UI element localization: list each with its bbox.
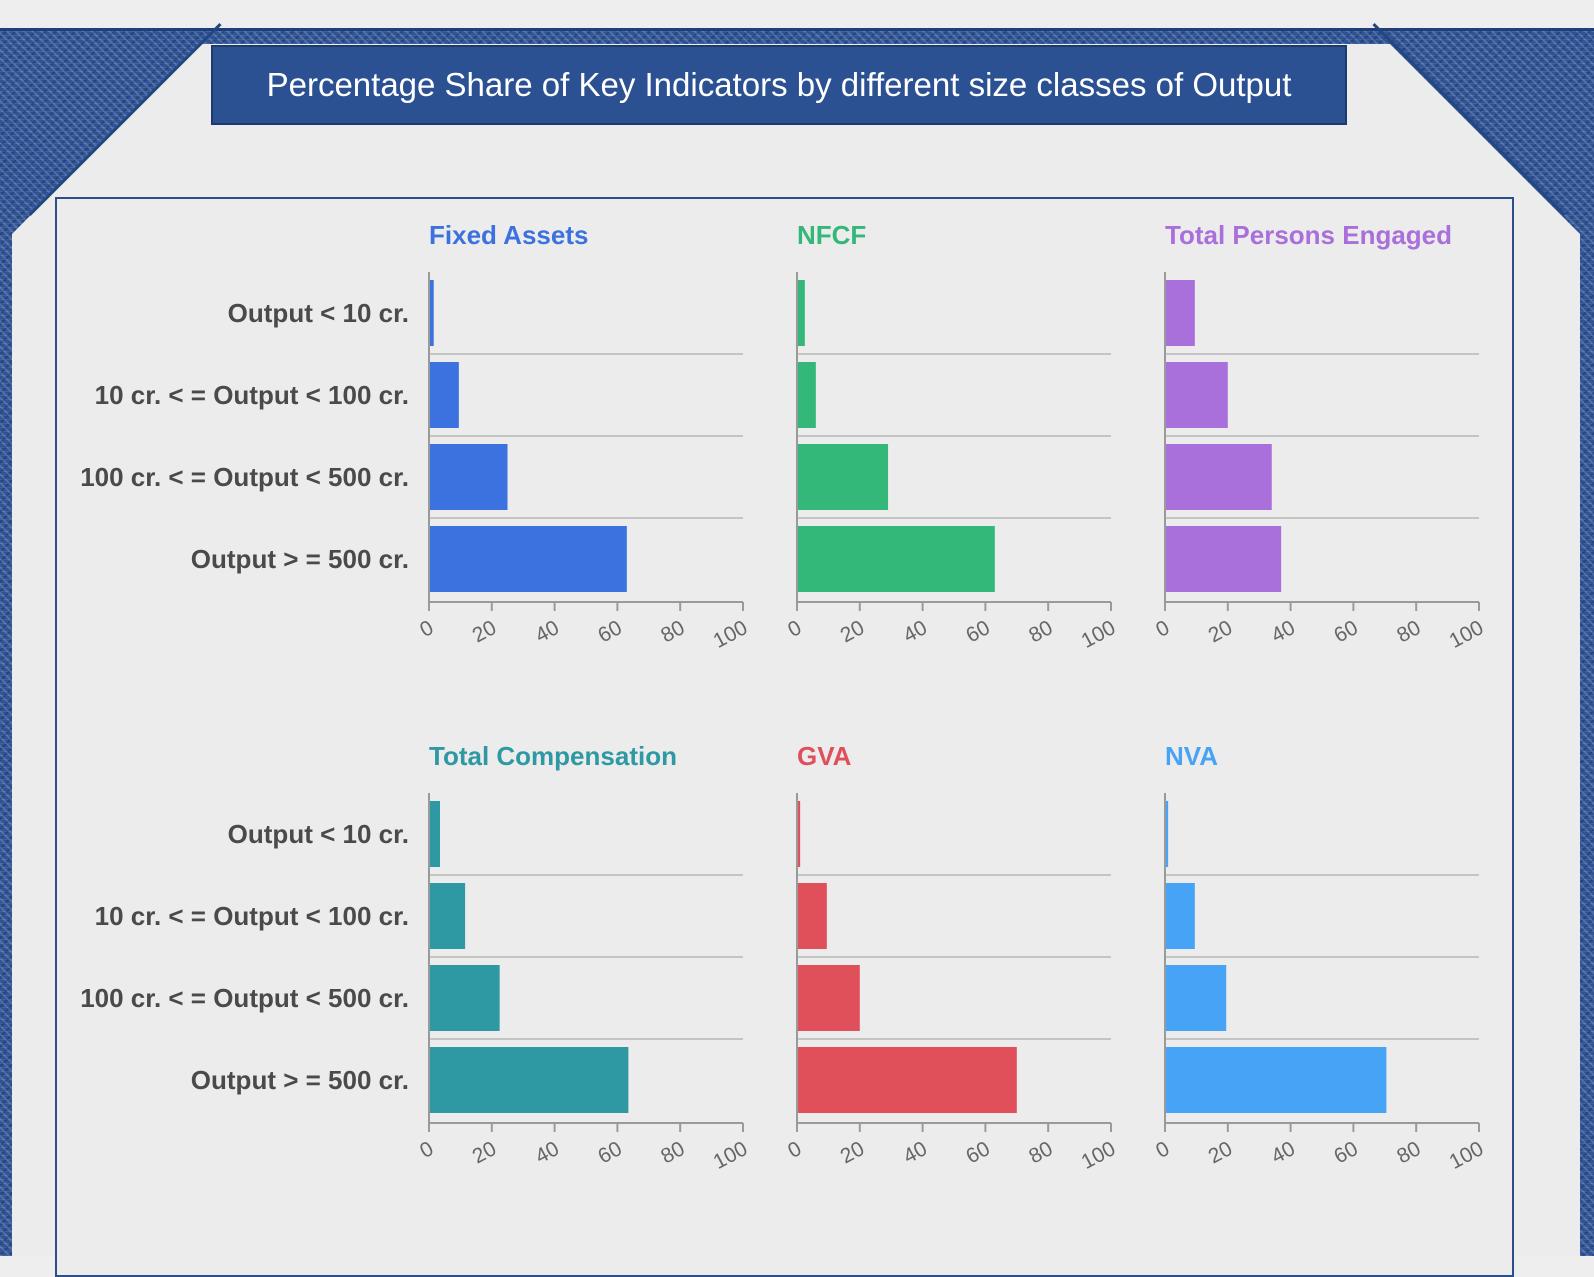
bar-nva-100-cr-output-500-cr [1165,965,1227,1031]
bar-gva-output-500-cr [797,1047,1017,1113]
x-tick-label: 20 [469,616,500,647]
bar-nva-10-cr-output-100-cr [1165,883,1195,949]
x-tick-label: 0 [1152,616,1173,642]
bar-total-compensation-output-10-cr [429,801,440,867]
x-tick-label: 40 [532,616,563,647]
category-label: Output < 10 cr. [228,298,409,328]
x-tick-label: 80 [1025,1137,1056,1168]
chart-title-total-persons-engaged: Total Persons Engaged [1165,220,1452,250]
category-label: Output < 10 cr. [228,819,409,849]
x-tick-label: 0 [1152,1137,1173,1163]
bar-total-compensation-100-cr-output-500-cr [429,965,500,1031]
chart-title-total-compensation: Total Compensation [429,741,677,771]
x-tick-label: 100 [1078,1137,1120,1174]
chart-nfcf: NFCF 0 20 40 60 80 100 [784,220,1119,653]
bar-fixed-assets-10-cr-output-100-cr [429,362,459,428]
category-label: 10 cr. < = Output < 100 cr. [95,380,409,410]
page-title-banner: Percentage Share of Key Indicators by di… [211,45,1347,125]
bar-nva-output-10-cr [1165,801,1169,867]
x-tick-label: 0 [784,616,805,642]
bar-nfcf-output-10-cr [797,280,805,346]
bar-total-persons-engaged-output-10-cr [1165,280,1195,346]
x-tick-label: 40 [532,1137,563,1168]
x-tick-label: 60 [594,616,625,647]
x-tick-label: 0 [416,616,437,642]
bar-nfcf-output-500-cr [797,526,995,592]
chart-total-compensation: Total Compensation 0 20 40 60 80 100 Output < 1… [80,741,751,1174]
chart-gva: GVA 0 20 40 60 80 100 [784,741,1119,1174]
bar-nfcf-100-cr-output-500-cr [797,444,889,510]
bar-nva-output-500-cr [1165,1047,1387,1113]
bar-fixed-assets-output-500-cr [429,526,627,592]
x-tick-label: 100 [710,616,752,653]
x-tick-label: 80 [657,1137,688,1168]
x-tick-label: 100 [710,1137,752,1174]
x-tick-label: 40 [1268,1137,1299,1168]
x-tick-label: 80 [1025,616,1056,647]
bar-total-persons-engaged-output-500-cr [1165,526,1282,592]
bar-gva-10-cr-output-100-cr [797,883,827,949]
bar-fixed-assets-100-cr-output-500-cr [429,444,508,510]
x-tick-label: 40 [900,1137,931,1168]
x-tick-label: 60 [1330,616,1361,647]
category-label: 100 cr. < = Output < 500 cr. [80,462,409,492]
x-tick-label: 40 [1268,616,1299,647]
chart-title-fixed-assets: Fixed Assets [429,220,588,250]
chart-title-nfcf: NFCF [797,220,866,250]
x-tick-label: 40 [900,616,931,647]
x-tick-label: 20 [469,1137,500,1168]
x-tick-label: 20 [1205,1137,1236,1168]
bar-total-compensation-10-cr-output-100-cr [429,883,466,949]
x-tick-label: 20 [1205,616,1236,647]
x-tick-label: 20 [837,616,868,647]
chart-title-gva: GVA [797,741,852,771]
bar-total-persons-engaged-10-cr-output-100-cr [1165,362,1228,428]
x-tick-label: 60 [962,1137,993,1168]
category-label: 10 cr. < = Output < 100 cr. [95,901,409,931]
bar-gva-100-cr-output-500-cr [797,965,860,1031]
bar-gva-output-10-cr [797,801,801,867]
x-tick-label: 80 [1393,616,1424,647]
chart-fixed-assets: Fixed Assets 0 20 40 60 80 100 Output < 10 cr. 1… [80,220,751,653]
x-tick-label: 0 [416,1137,437,1163]
chart-nva: NVA 0 20 40 60 80 100 [1152,741,1487,1174]
bar-nfcf-10-cr-output-100-cr [797,362,816,428]
chart-title-nva: NVA [1165,741,1218,771]
x-tick-label: 80 [657,616,688,647]
bar-fixed-assets-output-10-cr [429,280,434,346]
chart-total-persons-engaged: Total Persons Engaged 0 20 40 60 80 100 [1152,220,1487,653]
x-tick-label: 80 [1393,1137,1424,1168]
category-label: 100 cr. < = Output < 500 cr. [80,983,409,1013]
bar-total-compensation-output-500-cr [429,1047,629,1113]
category-label: Output > = 500 cr. [191,1065,409,1095]
x-tick-label: 0 [784,1137,805,1163]
category-label: Output > = 500 cr. [191,544,409,574]
x-tick-label: 100 [1446,1137,1488,1174]
x-tick-label: 60 [1330,1137,1361,1168]
x-tick-label: 100 [1446,616,1488,653]
x-tick-label: 60 [962,616,993,647]
page-title: Percentage Share of Key Indicators by di… [266,66,1292,103]
x-tick-label: 100 [1078,616,1120,653]
bar-total-persons-engaged-100-cr-output-500-cr [1165,444,1272,510]
x-tick-label: 20 [837,1137,868,1168]
x-tick-label: 60 [594,1137,625,1168]
